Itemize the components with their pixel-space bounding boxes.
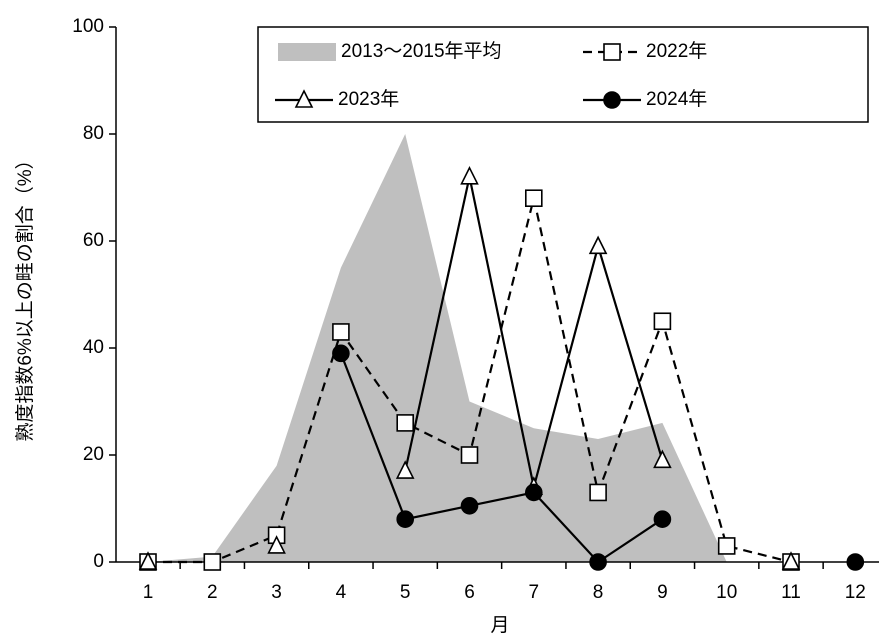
point xyxy=(717,537,736,555)
x-tick-label: 10 xyxy=(716,582,737,603)
y-tick-label: 40 xyxy=(83,337,104,358)
legend-swatch xyxy=(278,43,336,61)
point xyxy=(846,553,865,571)
x-tick-label: 12 xyxy=(845,582,866,603)
y-tick-label: 100 xyxy=(72,16,104,37)
point xyxy=(396,510,415,529)
point xyxy=(589,553,607,571)
point xyxy=(781,551,801,570)
legend-marker xyxy=(294,89,314,108)
x-tick-label: 2 xyxy=(207,582,218,603)
y-tick-label: 80 xyxy=(83,123,104,144)
point xyxy=(653,312,672,331)
y-tick-label: 0 xyxy=(93,551,104,572)
y-axis-label: 熟度指数6%以上の畦の割合（%） xyxy=(14,150,36,441)
legend-label: 2013～2015年平均 xyxy=(341,40,502,62)
legend-label: 2023年 xyxy=(338,88,399,110)
point xyxy=(653,510,672,529)
point xyxy=(589,483,607,502)
y-tick-label: 20 xyxy=(83,444,104,465)
legend-marker xyxy=(603,43,621,61)
x-tick-label: 4 xyxy=(336,582,347,603)
point xyxy=(203,553,222,571)
point xyxy=(588,235,608,255)
x-tick-label: 3 xyxy=(271,582,282,603)
point xyxy=(395,460,415,479)
x-tick-label: 5 xyxy=(400,582,411,603)
legend-box xyxy=(257,26,869,123)
point xyxy=(267,535,286,554)
point xyxy=(524,483,543,502)
x-tick-label: 11 xyxy=(781,582,801,603)
point xyxy=(396,414,415,432)
x-tick-label: 8 xyxy=(593,582,604,603)
legend-marker xyxy=(603,91,621,109)
point xyxy=(460,497,479,515)
point xyxy=(332,323,350,341)
y-tick-label: 60 xyxy=(83,230,104,251)
point xyxy=(138,551,158,570)
point xyxy=(460,166,479,185)
area xyxy=(148,134,727,562)
point xyxy=(653,449,672,469)
point xyxy=(460,446,479,464)
x-tick-label: 6 xyxy=(464,582,475,603)
point xyxy=(524,189,543,207)
point xyxy=(332,344,350,363)
x-tick-label: 9 xyxy=(657,582,668,603)
legend-label: 2022年 xyxy=(646,40,707,62)
x-axis-label: 月 xyxy=(490,615,509,636)
x-tick-label: 7 xyxy=(529,582,540,603)
x-tick-label: 1 xyxy=(143,582,154,603)
legend-label: 2024年 xyxy=(646,88,707,110)
